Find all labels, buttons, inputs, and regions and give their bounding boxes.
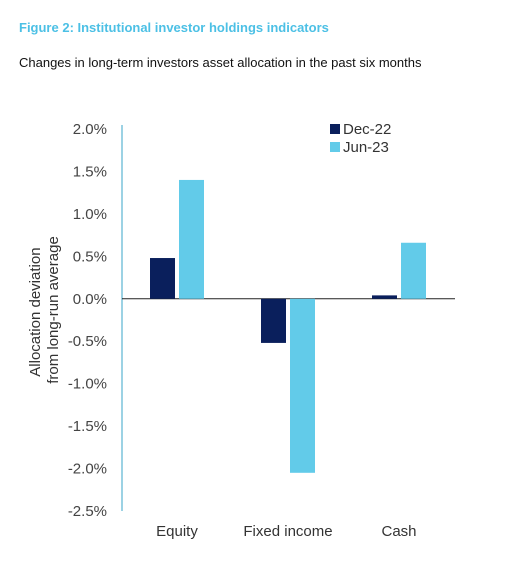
category-label: Fixed income	[243, 523, 332, 540]
y-tick-label: -1.5%	[68, 418, 107, 435]
y-axis-label-line-1: Allocation deviation	[27, 247, 44, 376]
legend-label: Jun-23	[343, 139, 389, 156]
y-tick-label: 0.5%	[73, 248, 107, 265]
y-tick-label: 2.0%	[73, 121, 107, 138]
y-axis-label: Allocation deviation from long-run avera…	[27, 236, 62, 384]
figure-title: Figure 2: Institutional investor holding…	[19, 20, 329, 35]
y-axis: 2.0% 1.5% 1.0% 0.5% 0.0% -0.5% -1.0% -1.5% -2.0%…	[68, 121, 455, 520]
y-tick-label: 1.0%	[73, 206, 107, 223]
bar-cash-jun-23	[401, 242, 426, 299]
legend-swatch-dec-22	[330, 124, 340, 134]
bars	[150, 179, 426, 473]
legend-label: Dec-22	[343, 121, 391, 138]
bar-equity-dec-22	[150, 258, 175, 299]
legend-swatch-jun-23	[330, 142, 340, 152]
bar-equity-jun-23	[179, 179, 204, 299]
bar-fixed-income-jun-23	[290, 298, 315, 473]
figure-subtitle: Changes in long-term investors asset all…	[19, 55, 422, 70]
category-label: Cash	[381, 523, 416, 540]
y-tick-label: -2.0%	[68, 461, 107, 478]
category-label: Equity	[156, 523, 198, 540]
y-tick-label: 1.5%	[73, 163, 107, 180]
y-tick-label: -1.0%	[68, 376, 107, 393]
bar-fixed-income-dec-22	[261, 298, 286, 343]
y-tick-label: -0.5%	[68, 333, 107, 350]
y-axis-label-line-2: from long-run average	[45, 236, 62, 384]
y-tick-label: -2.5%	[68, 503, 107, 520]
category-labels: Equity Fixed income Cash	[156, 523, 416, 540]
bar-cash-dec-22	[372, 295, 397, 299]
y-tick-label: 0.0%	[73, 291, 107, 308]
